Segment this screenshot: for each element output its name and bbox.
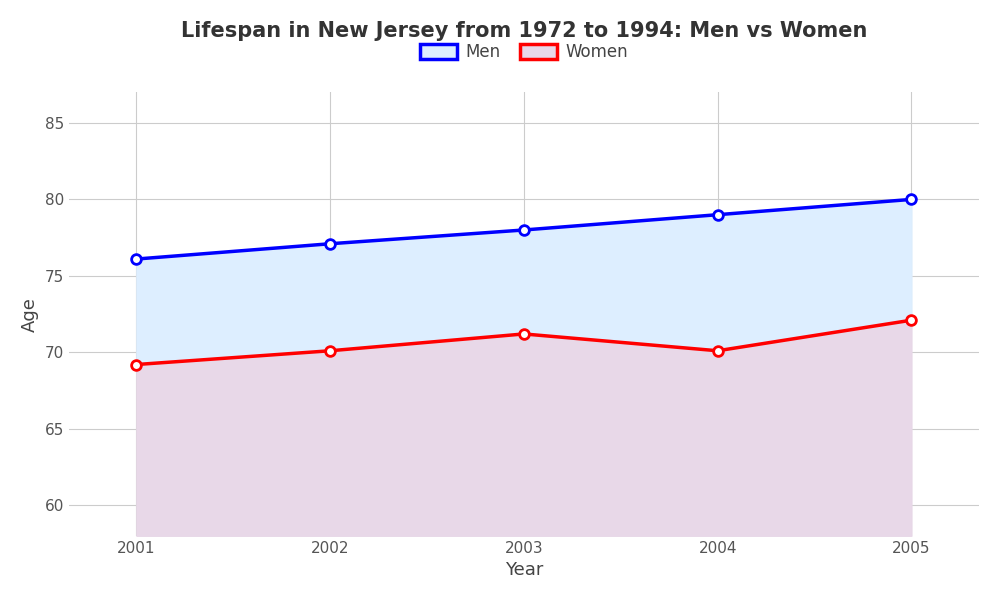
X-axis label: Year: Year bbox=[505, 561, 543, 579]
Legend: Men, Women: Men, Women bbox=[420, 43, 628, 61]
Y-axis label: Age: Age bbox=[21, 296, 39, 332]
Title: Lifespan in New Jersey from 1972 to 1994: Men vs Women: Lifespan in New Jersey from 1972 to 1994… bbox=[181, 21, 867, 41]
